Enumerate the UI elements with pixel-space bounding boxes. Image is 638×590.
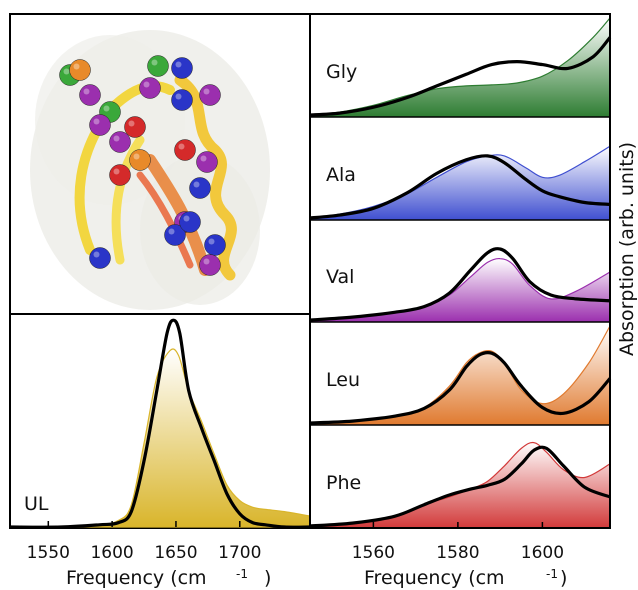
residue-sphere xyxy=(69,59,91,81)
residue-panel-phe: Phe xyxy=(309,424,611,528)
ul-x-tick-label: 1550 xyxy=(27,543,70,563)
residue-filled-area xyxy=(310,146,610,220)
sphere-highlight xyxy=(208,238,215,245)
ul-x-tick-label: 1600 xyxy=(90,543,133,563)
ul-x-ticks: 1550 1600 1650 1700 xyxy=(27,521,261,563)
residue-thick-line xyxy=(309,351,612,425)
residue-sphere xyxy=(139,77,161,99)
ul-plot-area xyxy=(9,318,311,529)
ul-x-tick-label: 1700 xyxy=(218,543,261,563)
residue-sphere xyxy=(179,211,201,233)
sphere-highlight xyxy=(113,168,120,175)
residue-sphere xyxy=(171,57,193,79)
sphere-highlight xyxy=(203,258,210,265)
residue-sphere xyxy=(109,164,131,186)
sphere-highlight xyxy=(175,93,182,100)
sphere-highlight xyxy=(93,118,100,125)
residue-x-tick-label: 1600 xyxy=(521,543,564,563)
residue-panel-leu: Leu xyxy=(309,321,612,425)
residue-x-tick-label: 1580 xyxy=(436,543,479,563)
sphere-highlight xyxy=(143,81,150,88)
residue-sphere xyxy=(164,224,186,246)
sphere-highlight xyxy=(63,68,70,75)
residue-thick-line xyxy=(309,247,611,322)
residue-label: Gly xyxy=(326,61,357,83)
residue-sphere xyxy=(79,84,101,106)
residue-sphere xyxy=(109,131,131,153)
residue-thin-line xyxy=(309,17,611,116)
residue-sphere xyxy=(89,114,111,136)
y-axis-label: Absorption (arb. units) xyxy=(616,142,638,356)
residue-sphere xyxy=(89,247,111,269)
residue-filled-area xyxy=(310,18,610,117)
residue-sphere xyxy=(124,116,146,138)
ul-panel: UL 1550 1600 1650 1700 Frequency (cm -1 ) xyxy=(9,313,311,589)
ul-label: UL xyxy=(24,493,49,515)
sphere-highlight xyxy=(128,120,135,127)
sphere-highlight xyxy=(168,228,175,235)
residue-filled-area xyxy=(310,258,610,322)
sphere-highlight xyxy=(151,59,158,66)
ul-x-axis-label: Frequency (cm xyxy=(66,567,207,589)
ul-x-axis-close-paren: ) xyxy=(264,567,271,589)
residue-panel-ala: Ala xyxy=(309,116,611,220)
residue-label: Phe xyxy=(326,472,361,494)
residue-x-axis-close-paren: ) xyxy=(560,567,567,589)
residue-thick-line xyxy=(309,445,611,528)
residue-sphere xyxy=(204,234,226,256)
residue-panel-val: Val xyxy=(309,219,611,322)
residue-sphere xyxy=(171,89,193,111)
residue-sphere xyxy=(174,139,196,161)
sphere-highlight xyxy=(175,61,182,68)
ul-x-axis-unit-exponent: -1 xyxy=(236,567,248,581)
sphere-highlight xyxy=(83,88,90,95)
residue-x-ticks: 1560 1580 1600 xyxy=(352,522,564,563)
ul-filled-area xyxy=(9,348,311,528)
residue-sphere xyxy=(196,151,218,173)
residue-panels: Gly Ala Val Leu Phe 1560 1580 1600 Frequency (… xyxy=(309,13,638,589)
residue-x-tick-label: 1560 xyxy=(352,543,395,563)
protein-structure-icon xyxy=(30,30,270,310)
residue-label: Val xyxy=(326,266,354,288)
sphere-highlight xyxy=(183,215,190,222)
ul-x-tick-label: 1650 xyxy=(154,543,197,563)
sphere-highlight xyxy=(73,63,80,70)
residue-thick-line xyxy=(309,154,611,220)
sphere-highlight xyxy=(200,155,207,162)
sphere-highlight xyxy=(93,251,100,258)
sphere-highlight xyxy=(178,143,185,150)
sphere-highlight xyxy=(113,135,120,142)
residue-label: Leu xyxy=(326,369,360,391)
residue-x-axis-label: Frequency (cm xyxy=(364,567,505,589)
residue-sphere xyxy=(129,149,151,171)
residue-label: Ala xyxy=(326,164,356,186)
ul-line xyxy=(9,318,311,529)
sphere-highlight xyxy=(133,153,140,160)
residue-sphere xyxy=(189,177,211,199)
sphere-highlight xyxy=(103,105,110,112)
sphere-highlight xyxy=(203,88,210,95)
residue-thick-line xyxy=(309,36,612,117)
sphere-highlight xyxy=(193,181,200,188)
residue-sphere xyxy=(199,254,221,276)
residue-sphere xyxy=(199,84,221,106)
protein-structure-panel xyxy=(9,13,311,315)
residue-x-axis-unit-exponent: -1 xyxy=(546,567,558,581)
residue-sphere xyxy=(147,55,169,77)
residue-panel-gly: Gly xyxy=(309,17,612,117)
residue-filled-area xyxy=(310,442,610,528)
